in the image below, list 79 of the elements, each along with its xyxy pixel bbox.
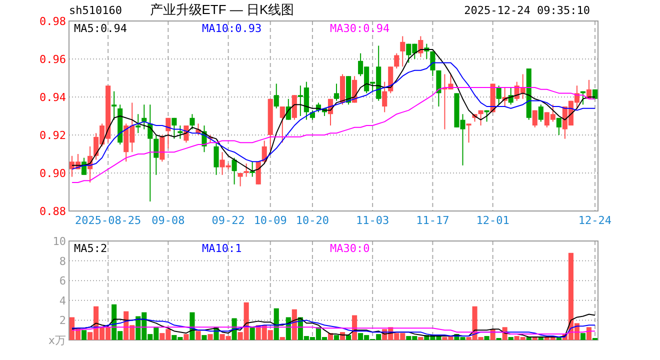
x-tick-label: 11-17 (416, 214, 450, 227)
candlestick (238, 172, 243, 187)
candlestick (82, 157, 87, 176)
candlestick (538, 104, 544, 122)
candlestick (394, 52, 400, 69)
candlestick (478, 110, 484, 126)
y-tick-label: 6 (59, 274, 66, 288)
candlestick (418, 36, 424, 58)
x-tick-label: 12-24 (578, 214, 612, 227)
y-tick-label: 0.90 (40, 167, 66, 180)
candlestick (310, 110, 315, 120)
x-tick-label: 11-03 (356, 214, 390, 227)
text: 2025-12-24 09:35:10 (464, 4, 590, 17)
bar (196, 331, 201, 340)
candlestick (160, 134, 165, 162)
y-tick-label: 4 (59, 294, 66, 308)
candlestick (556, 117, 562, 136)
bar (190, 312, 195, 340)
bar (508, 337, 514, 340)
y-tick-label: 0.88 (40, 205, 66, 218)
candlestick (190, 114, 195, 130)
candlestick (496, 85, 502, 106)
x-tick-label: 09-22 (212, 214, 245, 227)
text: MA5:2 (74, 242, 108, 255)
candlestick (178, 125, 183, 140)
y-tick-label: 2 (59, 314, 66, 328)
y-tick-label: 0.96 (40, 53, 66, 66)
candlestick (154, 134, 159, 176)
line-series (72, 314, 596, 338)
x-tick-label: 10-20 (296, 214, 330, 227)
x-tick-label: 12-01 (476, 214, 510, 227)
y-tick-label: 10 (52, 235, 66, 248)
x-tick-label: 09-08 (152, 214, 185, 227)
bar (280, 337, 285, 340)
candlestick (400, 36, 406, 68)
text: MA30:0.94 (330, 22, 390, 35)
bar (202, 335, 207, 340)
bar (250, 327, 255, 340)
y-tick-label: 0.94 (40, 91, 66, 104)
text: MA5:0.94 (74, 22, 128, 35)
candlestick (142, 104, 147, 130)
candlestick (136, 114, 141, 134)
text: MA10:0.93 (202, 22, 262, 35)
bar (82, 330, 87, 340)
candlestick (466, 123, 472, 144)
candlestick (250, 161, 255, 178)
candlestick (334, 83, 340, 102)
text: sh510160 (69, 4, 122, 17)
candlestick (244, 163, 249, 178)
line-series (72, 326, 596, 335)
bar (484, 336, 490, 340)
bar (346, 335, 352, 340)
x-tick-label: 2025-08-25 (74, 214, 142, 227)
bar (208, 334, 213, 340)
y-tick-label: 0.98 (40, 15, 66, 28)
candlestick (532, 110, 538, 128)
candlestick (112, 90, 117, 120)
y-tick-label: 8 (59, 254, 66, 268)
text: MA30:0 (330, 242, 370, 255)
bar (580, 333, 586, 340)
candlestick (292, 94, 297, 120)
bar (418, 337, 424, 340)
chart-title: 产业升级ETF — 日K线图 (150, 2, 294, 17)
candlestick (232, 157, 237, 185)
y-tick-label: 0.92 (40, 129, 66, 142)
candlestick (172, 117, 177, 140)
bar (586, 327, 592, 340)
bar (334, 335, 340, 340)
bar (274, 308, 279, 340)
y-tick-label: x万 (48, 334, 66, 347)
candlestick (280, 106, 285, 144)
x-tick-label: 10-09 (254, 214, 287, 227)
candlestick (436, 70, 442, 107)
line-series (72, 318, 596, 338)
candlestick (274, 83, 279, 109)
candlestick (382, 81, 388, 113)
bar (184, 334, 189, 340)
text: MA10:1 (202, 242, 242, 255)
candlestick (214, 142, 219, 176)
